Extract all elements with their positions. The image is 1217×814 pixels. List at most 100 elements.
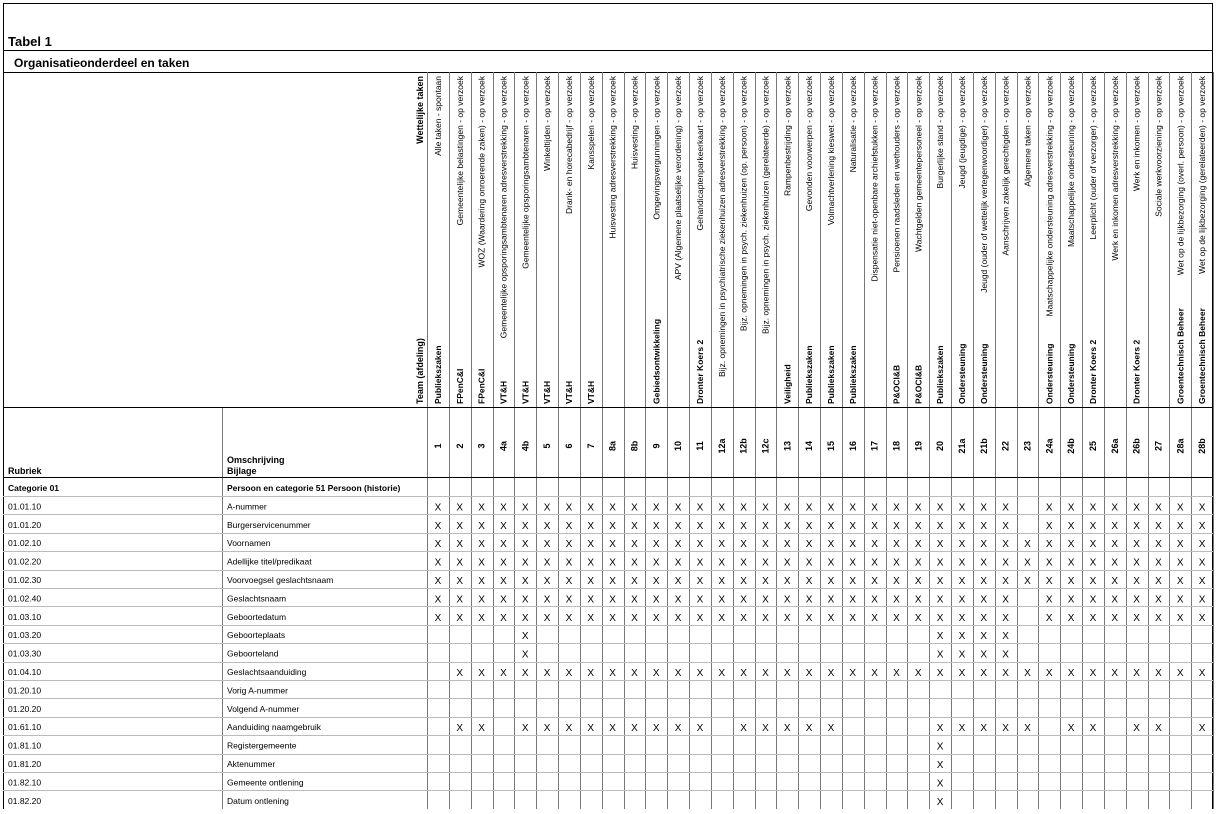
cell-mark: X: [849, 668, 856, 679]
cell-mark: X: [959, 613, 966, 624]
cell-mark: X: [435, 521, 442, 532]
rubriek: 01.01.10: [8, 501, 41, 511]
cell-mark: X: [1133, 723, 1140, 734]
cell-mark: X: [456, 502, 463, 513]
category-label: Categorie 01: [8, 483, 59, 493]
rotated-label: VT&H: [520, 381, 530, 404]
cell-mark: X: [937, 613, 944, 624]
cell-mark: X: [631, 576, 638, 587]
cell-mark: X: [522, 558, 529, 569]
omschrijving: Geboorteland: [227, 649, 279, 659]
rubriek: 01.04.10: [8, 667, 41, 677]
cell-mark: X: [1133, 521, 1140, 532]
rotated-label: Sociale werkvoorziening - op verzoek: [1153, 75, 1163, 217]
cell-mark: X: [522, 521, 529, 532]
rubriek: 01.81.20: [8, 759, 41, 769]
cell-mark: X: [915, 613, 922, 624]
cell-mark: X: [937, 668, 944, 679]
cell-mark: X: [937, 723, 944, 734]
omschrijving: Aanduiding naamgebruik: [227, 722, 322, 732]
rotated-label: FPenC&I: [455, 369, 465, 404]
cell-mark: X: [1002, 723, 1009, 734]
cell-mark: X: [893, 502, 900, 513]
omschrijving: Geslachtsaanduiding: [227, 667, 307, 677]
rotated-label: Wet op de lijkbezorging (gerelateerden) …: [1197, 75, 1207, 274]
cell-mark: X: [980, 502, 987, 513]
cell-mark: X: [1199, 594, 1206, 605]
cell-mark: X: [1199, 539, 1206, 550]
cell-mark: X: [697, 558, 704, 569]
cell-mark: X: [1199, 668, 1206, 679]
cell-mark: X: [478, 613, 485, 624]
cell-mark: X: [456, 539, 463, 550]
rotated-label: Publiekszaken: [848, 345, 858, 404]
rotated-label: VT&H: [564, 381, 574, 404]
cell-mark: X: [522, 668, 529, 679]
cell-mark: X: [784, 576, 791, 587]
cell-mark: X: [435, 539, 442, 550]
cell-mark: X: [1133, 539, 1140, 550]
cell-mark: X: [1199, 502, 1206, 513]
cell-mark: X: [1155, 668, 1162, 679]
cell-mark: X: [1155, 723, 1162, 734]
cell-mark: X: [762, 558, 769, 569]
cell-mark: X: [522, 723, 529, 734]
cell-mark: X: [522, 502, 529, 513]
cell-mark: X: [980, 668, 987, 679]
omschrijving: Voorvoegsel geslachtsnaam: [227, 575, 333, 585]
cell-mark: X: [1046, 668, 1053, 679]
rotated-label: Groentechnisch Beheer: [1197, 307, 1207, 404]
rotated-label: Algemene taken - op verzoek: [1022, 75, 1032, 186]
cell-mark: X: [806, 576, 813, 587]
cell-mark: X: [1090, 668, 1097, 679]
rotated-label: Ondersteuning: [1044, 344, 1054, 404]
cell-mark: X: [1068, 502, 1075, 513]
cell-mark: X: [1111, 668, 1118, 679]
cell-mark: X: [522, 576, 529, 587]
cell-mark: X: [1155, 613, 1162, 624]
cell-mark: X: [1046, 594, 1053, 605]
cell-mark: X: [1090, 539, 1097, 550]
rotated-label: Gemeentelijke opsporingsambtenaren - op …: [520, 75, 530, 269]
rotated-label: 6: [564, 443, 574, 448]
cell-mark: X: [893, 576, 900, 587]
cell-mark: X: [653, 576, 660, 587]
cell-mark: X: [631, 723, 638, 734]
cell-mark: X: [959, 594, 966, 605]
rotated-label: WOZ (Waardering onroerende zaken) - op v…: [477, 75, 487, 267]
cell-mark: X: [718, 613, 725, 624]
cell-mark: X: [566, 558, 573, 569]
cell-mark: X: [522, 539, 529, 550]
cell-mark: X: [500, 576, 507, 587]
cell-mark: X: [1068, 594, 1075, 605]
cell-mark: X: [849, 539, 856, 550]
rotated-label: Publiekszaken: [804, 345, 814, 404]
cell-mark: X: [456, 594, 463, 605]
cell-mark: X: [1090, 521, 1097, 532]
rubriek: 01.02.10: [8, 538, 41, 548]
cell-mark: X: [871, 576, 878, 587]
cell-mark: X: [587, 668, 594, 679]
cell-mark: X: [915, 558, 922, 569]
cell-mark: X: [1111, 539, 1118, 550]
rotated-label: Maatschappelijke ondersteuning adresvers…: [1044, 75, 1054, 316]
rotated-label: FPenC&I: [477, 369, 487, 404]
cell-mark: X: [456, 723, 463, 734]
rotated-label: Burgerlijke stand - op verzoek: [935, 75, 945, 188]
cell-mark: X: [500, 668, 507, 679]
omschrijving: Vorig A-nummer: [227, 685, 288, 695]
cell-mark: X: [1199, 723, 1206, 734]
omschrijving: Voornamen: [227, 538, 271, 548]
cell-mark: X: [784, 502, 791, 513]
rotated-label: Aanschrijven zakelijk gerechtigden - op …: [1001, 75, 1011, 255]
cell-mark: X: [1046, 521, 1053, 532]
rotated-label: Team (afdeling): [415, 338, 425, 404]
rotated-label: Wettelijke taken: [415, 76, 425, 144]
cell-mark: X: [653, 502, 660, 513]
cell-mark: X: [544, 502, 551, 513]
cell-mark: X: [1046, 576, 1053, 587]
cell-mark: X: [1002, 594, 1009, 605]
cell-mark: X: [1155, 558, 1162, 569]
rotated-label: 24a: [1044, 438, 1054, 454]
cell-mark: X: [1046, 613, 1053, 624]
